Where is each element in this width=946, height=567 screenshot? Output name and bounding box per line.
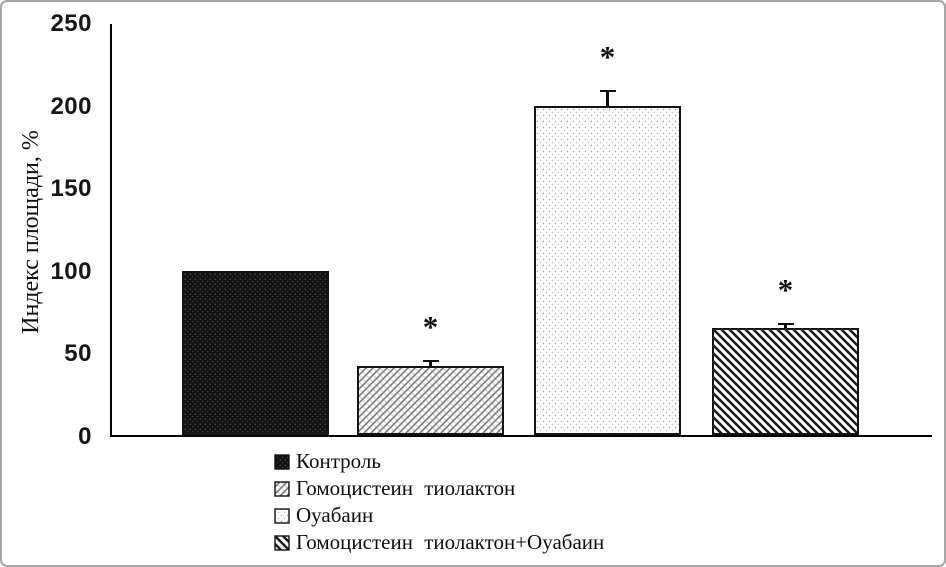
legend-label: Гомоцистеин тиолактон <box>296 476 516 500</box>
legend-swatch-control-icon <box>274 453 290 470</box>
bar-control <box>182 271 329 435</box>
bar-group-homocysteine: * <box>357 24 504 435</box>
significance-asterisk: * <box>599 39 616 74</box>
significance-asterisk: * <box>777 272 794 307</box>
bar-homocysteine-ouabain <box>712 328 859 435</box>
legend-item-control: Контроль <box>274 448 604 475</box>
legend-item-ouabain: Оуабаин <box>274 502 604 529</box>
legend: Контроль Гомоцистеин тиолактон Оуабаин Г… <box>274 448 604 556</box>
bar-homocysteine <box>357 366 504 435</box>
y-tick-200: 200 <box>50 93 92 120</box>
y-tick-0: 0 <box>78 423 92 450</box>
legend-swatch-homocysteine-ouabain-icon <box>274 534 290 551</box>
y-tick-150: 150 <box>50 175 92 202</box>
legend-label: Оуабаин <box>296 503 374 527</box>
legend-item-homocysteine: Гомоцистеин тиолактон <box>274 475 604 502</box>
bar-ouabain <box>534 106 681 435</box>
y-tick-100: 100 <box>50 258 92 285</box>
y-tick-250: 250 <box>50 10 92 37</box>
bar-group-homocysteine-ouabain: * <box>712 24 859 435</box>
significance-asterisk: * <box>422 309 439 344</box>
bar-group-ouabain: * <box>534 24 681 435</box>
plot-area: * * * * <box>110 24 932 437</box>
bar-group-control: * <box>182 24 329 435</box>
y-axis-title: Индекс площади, % <box>18 130 44 334</box>
legend-swatch-homocysteine-icon <box>274 480 290 497</box>
legend-label: Контроль <box>296 449 381 473</box>
y-tick-50: 50 <box>64 340 92 367</box>
legend-swatch-ouabain-icon <box>274 507 290 524</box>
legend-item-homocysteine-ouabain: Гомоцистеин тиолактон+Оуабаин <box>274 529 604 556</box>
legend-label: Гомоцистеин тиолактон+Оуабаин <box>296 530 605 554</box>
